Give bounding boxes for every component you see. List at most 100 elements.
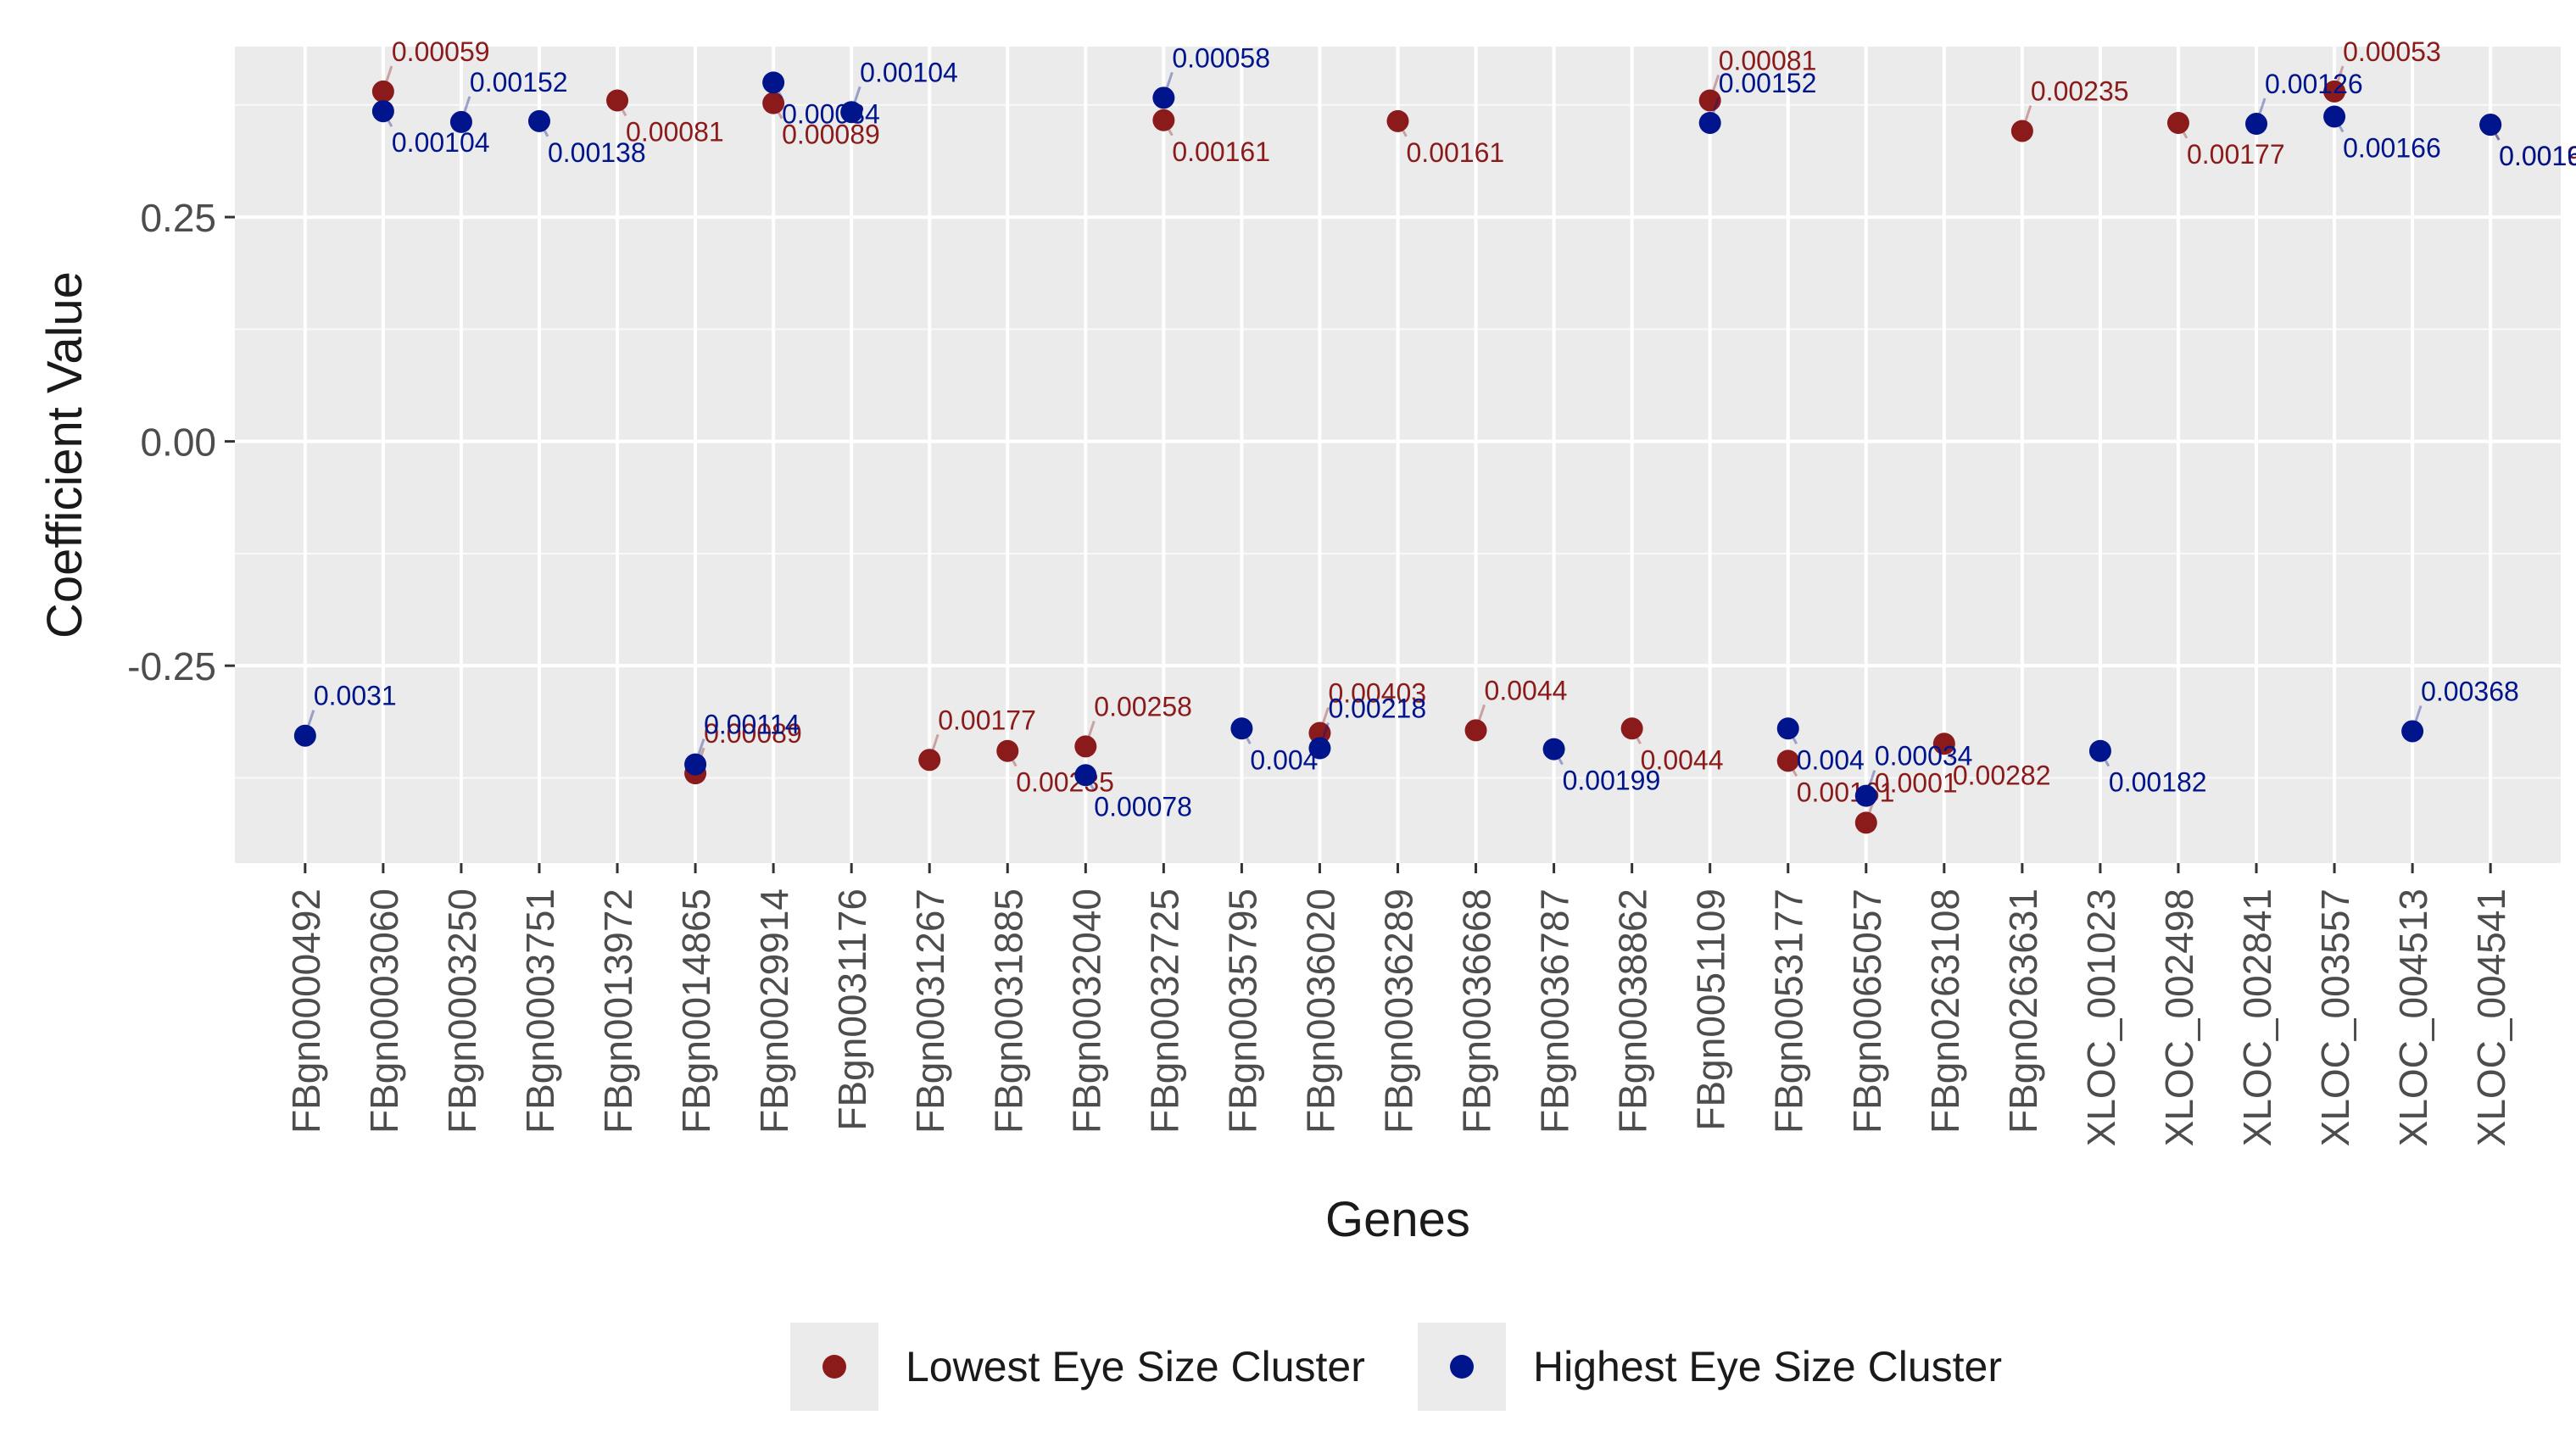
x-tick-label: FBgn0014865 xyxy=(674,889,718,1134)
x-tick-label: FBgn0065057 xyxy=(1845,889,1889,1134)
point-highest xyxy=(293,724,316,747)
point-label: 0.004 xyxy=(1797,744,1865,775)
point-highest xyxy=(762,71,785,94)
point-label: 0.00177 xyxy=(2187,139,2285,170)
x-axis-title: Genes xyxy=(1325,1192,1470,1247)
legend-dot-lowest xyxy=(822,1355,846,1379)
point-lowest xyxy=(1932,733,1955,755)
point-highest xyxy=(840,101,863,124)
x-tick-label: XLOC_004513 xyxy=(2391,889,2435,1146)
point-lowest xyxy=(606,89,629,112)
point-label: 0.00161 xyxy=(1172,136,1270,167)
point-label: 0.00235 xyxy=(1016,767,1114,798)
x-tick-label: FBgn0035795 xyxy=(1220,889,1264,1134)
point-label: 0.00161 xyxy=(1797,777,1895,807)
x-tick-label: FBgn0013972 xyxy=(596,889,640,1134)
point-lowest xyxy=(371,80,394,103)
point-highest xyxy=(371,100,394,123)
x-tick-label: XLOC_001023 xyxy=(2079,889,2123,1146)
point-lowest xyxy=(996,739,1019,762)
point-label: 0.0044 xyxy=(1641,744,1724,775)
x-tick-label: FBgn0263108 xyxy=(1923,889,1967,1134)
y-tick-label: -0.25 xyxy=(127,644,216,688)
point-highest xyxy=(2088,739,2111,762)
point-label: 0.00218 xyxy=(1328,694,1426,724)
x-tick-label: FBgn0031267 xyxy=(908,889,952,1134)
point-lowest xyxy=(2166,111,2189,134)
point-lowest xyxy=(1854,811,1877,834)
point-highest xyxy=(1152,86,1175,109)
point-highest xyxy=(1698,111,1721,134)
x-tick-label: FBgn0003250 xyxy=(440,889,484,1134)
point-highest xyxy=(1776,717,1799,740)
point-label: 0.00403 xyxy=(1328,678,1426,709)
point-label: 0.004 xyxy=(1250,744,1318,775)
point-label: 0.0001 xyxy=(1875,767,1958,798)
point-lowest xyxy=(2010,120,2033,142)
point-highest xyxy=(2245,113,2268,136)
point-lowest xyxy=(918,749,941,772)
x-tick-label: FBgn0029914 xyxy=(752,889,796,1134)
point-label: 0.00089 xyxy=(704,718,802,749)
point-lowest xyxy=(1074,735,1097,758)
x-tick-label: FBgn0263631 xyxy=(2001,889,2045,1134)
x-tick-label: FBgn0036787 xyxy=(1533,889,1577,1134)
point-highest xyxy=(2401,720,2424,743)
point-label: 0.00177 xyxy=(938,705,1036,735)
x-tick-label: XLOC_004541 xyxy=(2469,889,2513,1146)
point-label: 0.00182 xyxy=(2109,767,2207,798)
x-tick-label: FBgn0038862 xyxy=(1611,889,1655,1134)
legend-label-highest: Highest Eye Size Cluster xyxy=(1533,1343,2003,1390)
point-highest xyxy=(449,110,472,133)
point-highest xyxy=(1854,784,1877,807)
x-tick-label: FBgn0003060 xyxy=(362,889,406,1134)
point-highest xyxy=(2323,105,2346,128)
point-label: 0.00058 xyxy=(1172,42,1270,73)
point-label: 0.00053 xyxy=(2343,36,2441,67)
point-label: 0.00235 xyxy=(2031,75,2129,106)
x-tick-label: FBgn0031885 xyxy=(986,889,1030,1134)
legend-key-highest xyxy=(1418,1323,1506,1411)
point-label: 0.0044 xyxy=(1485,675,1568,705)
point-label: 0.00034 xyxy=(1875,741,1973,772)
point-lowest xyxy=(1776,749,1799,772)
y-tick-label: 0.00 xyxy=(140,421,216,465)
point-lowest xyxy=(1464,719,1487,742)
point-label: 0.00152 xyxy=(470,67,568,98)
point-lowest xyxy=(1620,717,1643,740)
point-label: 0.00138 xyxy=(548,137,646,168)
legend-label-lowest: Lowest Eye Size Cluster xyxy=(906,1343,1365,1390)
legend-key-lowest xyxy=(790,1323,878,1411)
point-label: 0.00081 xyxy=(626,116,724,147)
point-label: 0.00368 xyxy=(2421,676,2519,706)
point-label: 0.00199 xyxy=(1563,766,1661,796)
x-tick-label: FBgn0003751 xyxy=(518,889,562,1134)
x-tick-label: FBgn0000492 xyxy=(284,889,328,1134)
point-label: 0.00161 xyxy=(1407,137,1505,168)
point-label: 0.00166 xyxy=(2499,141,2576,171)
point-label: 0.00152 xyxy=(1719,68,1817,98)
point-label: 0.00114 xyxy=(704,710,800,740)
point-highest xyxy=(1230,717,1253,740)
point-label: 0.00258 xyxy=(1094,691,1192,722)
x-tick-label: FBgn0051109 xyxy=(1689,889,1733,1131)
point-label: 0.00195 xyxy=(2499,141,2576,171)
point-label: 0.00166 xyxy=(2343,133,2441,164)
point-highest xyxy=(1074,764,1097,787)
point-highest xyxy=(684,753,707,776)
point-label: 0.00059 xyxy=(392,36,490,67)
point-lowest xyxy=(762,92,785,114)
x-tick-label: XLOC_002498 xyxy=(2157,889,2201,1146)
x-tick-label: FBgn0036020 xyxy=(1298,889,1342,1134)
point-highest xyxy=(2479,114,2502,136)
point-label: 0.00282 xyxy=(1953,760,2051,790)
x-tick-label: FBgn0036668 xyxy=(1455,889,1499,1134)
point-label: 0.00089 xyxy=(782,120,880,150)
point-lowest xyxy=(1308,722,1331,744)
y-tick-label: 0.25 xyxy=(140,196,216,240)
x-tick-label: XLOC_002841 xyxy=(2235,889,2279,1146)
x-tick-label: FBgn0031176 xyxy=(830,889,874,1131)
point-label: 0.00104 xyxy=(392,127,490,158)
point-label: 0.0031 xyxy=(314,681,397,711)
point-lowest xyxy=(1386,109,1409,132)
